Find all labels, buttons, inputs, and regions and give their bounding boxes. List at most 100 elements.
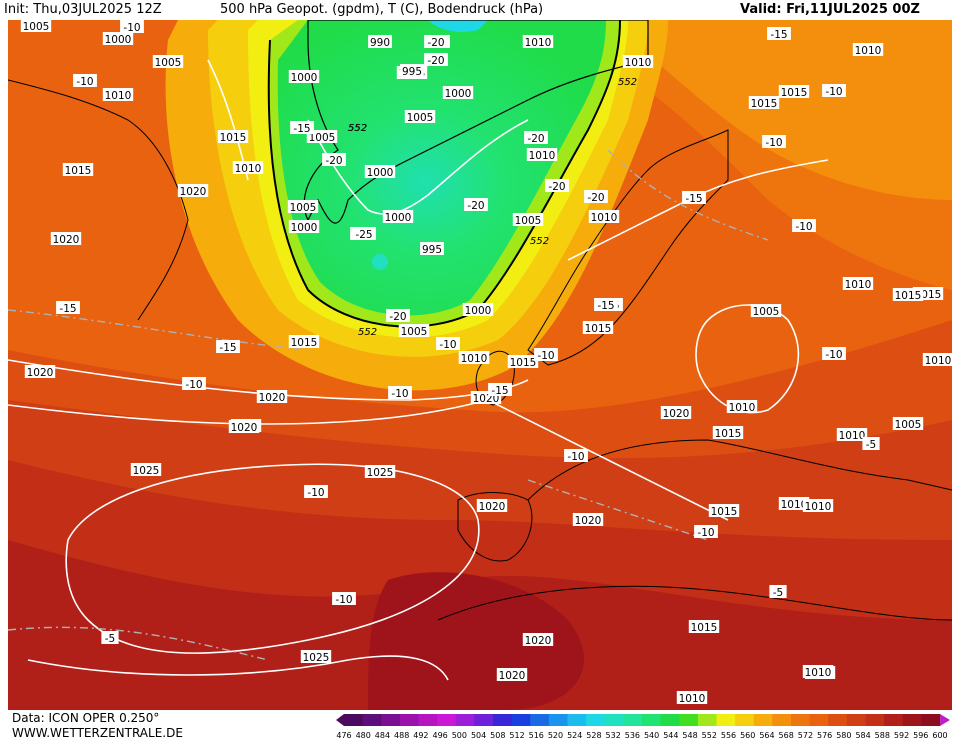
temperature-label: -10	[120, 20, 144, 34]
svg-text:-10: -10	[795, 221, 812, 233]
temperature-label: -10	[436, 337, 460, 351]
colorbar-swatch	[493, 714, 513, 726]
colorbar-swatch	[530, 714, 550, 726]
colorbar-swatch	[921, 714, 941, 726]
svg-text:1010: 1010	[805, 667, 832, 679]
pressure-label: 1020	[572, 513, 604, 527]
svg-text:1010: 1010	[839, 430, 866, 442]
pressure-label: 1025	[364, 465, 396, 479]
pressure-label: 1005	[512, 213, 544, 227]
colorbar-tick-label: 528	[586, 731, 601, 740]
temperature-label: -5	[769, 585, 787, 599]
svg-text:1010: 1010	[105, 90, 132, 102]
svg-text:-20: -20	[527, 133, 544, 145]
colorbar-tick-label: 476	[336, 731, 351, 740]
pressure-label: 1010	[852, 43, 884, 57]
svg-text:1000: 1000	[291, 72, 318, 84]
svg-text:1010: 1010	[925, 355, 952, 367]
pressure-label: 1005	[306, 130, 338, 144]
svg-text:-5: -5	[866, 439, 876, 451]
svg-text:1015: 1015	[711, 506, 738, 518]
colorbar-swatch	[362, 714, 382, 726]
pressure-label: 1015	[892, 288, 924, 302]
svg-text:1005: 1005	[753, 306, 780, 318]
pressure-label: 1005	[287, 200, 319, 214]
colorbar-right-arrow	[940, 714, 950, 726]
colorbar-tick-label: 492	[413, 731, 428, 740]
temperature-label: -15	[767, 27, 791, 41]
pressure-label: 1005	[152, 55, 184, 69]
colorbar-tick-label: 536	[625, 731, 640, 740]
pressure-label: 1020	[522, 633, 554, 647]
svg-text:-15: -15	[293, 123, 310, 135]
svg-text:-10: -10	[335, 594, 352, 606]
temperature-label: -10	[73, 74, 97, 88]
colorbar-swatch	[511, 714, 531, 726]
svg-text:995: 995	[422, 244, 442, 256]
svg-text:1020: 1020	[663, 408, 690, 420]
svg-text:1015: 1015	[291, 337, 318, 349]
svg-text:1010: 1010	[781, 499, 808, 511]
geopotential-label: 552	[618, 77, 637, 88]
colorbar-tick-label: 520	[548, 731, 563, 740]
temperature-label: -5	[101, 631, 119, 645]
svg-text:1015: 1015	[65, 165, 92, 177]
temperature-label: -10	[182, 377, 206, 391]
colorbar-tick-label: 484	[375, 731, 390, 740]
colorbar-swatch	[437, 714, 457, 726]
pressure-label: 1010	[726, 400, 758, 414]
colorbar-swatch	[381, 714, 401, 726]
init-time-label: Init: Thu,03JUL2025 12Z	[4, 2, 162, 17]
temperature-label: -10	[792, 219, 816, 233]
europe-coast	[527, 439, 952, 501]
pressure-label: 1015	[712, 426, 744, 440]
colorbar-swatch	[455, 714, 475, 726]
svg-text:1015: 1015	[781, 87, 808, 99]
svg-text:1010: 1010	[235, 163, 262, 175]
svg-text:-10: -10	[123, 22, 140, 34]
svg-text:1010: 1010	[529, 150, 556, 162]
pressure-label: 1000	[382, 210, 414, 224]
colorbar-tick-label: 512	[509, 731, 524, 740]
pressure-label: 1020	[496, 668, 528, 682]
colorbar-tick-label: 560	[740, 731, 755, 740]
temperature-label: -10	[534, 348, 558, 362]
svg-text:1020: 1020	[499, 670, 526, 682]
isotherm	[527, 479, 709, 541]
map-title: 500 hPa Geopot. (gpdm), T (C), Bodendruc…	[220, 2, 544, 17]
geopotential-label: 552	[348, 123, 367, 134]
pressure-label: 1010	[522, 35, 554, 49]
colorbar-tick-label: 552	[702, 731, 717, 740]
colorbar-tick-label: 540	[644, 731, 659, 740]
svg-text:1000: 1000	[105, 34, 132, 46]
colorbar-tick-label: 496	[432, 731, 447, 740]
colorbar-tick-label: 564	[759, 731, 774, 740]
colorbar-swatch	[399, 714, 419, 726]
svg-text:1000: 1000	[465, 305, 492, 317]
pressure-label: 1020	[476, 499, 508, 513]
pressure-label: 1015	[708, 504, 740, 518]
colorbar-tick-label: 516	[529, 731, 544, 740]
isotherm	[607, 149, 769, 241]
svg-text:-10: -10	[825, 349, 842, 361]
svg-text:-20: -20	[548, 181, 565, 193]
colorbar-tick-label: 596	[913, 731, 928, 740]
pressure-label: 1025	[130, 463, 162, 477]
svg-text:995: 995	[402, 66, 422, 78]
pressure-label: 1005	[404, 110, 436, 124]
svg-text:-15: -15	[770, 29, 787, 41]
svg-text:-25: -25	[355, 229, 372, 241]
svg-text:1005: 1005	[515, 215, 542, 227]
svg-text:1020: 1020	[53, 234, 80, 246]
svg-text:-10: -10	[76, 76, 93, 88]
svg-text:-10: -10	[567, 451, 584, 463]
temperature-label: -20	[464, 198, 488, 212]
svg-text:-20: -20	[587, 192, 604, 204]
pressure-label: 1020	[177, 184, 209, 198]
svg-text:1020: 1020	[525, 635, 552, 647]
colorbar-swatch	[567, 714, 587, 726]
data-source-label: Data: ICON OPER 0.250°	[12, 711, 160, 725]
svg-text:1005: 1005	[407, 112, 434, 124]
svg-text:1000: 1000	[385, 212, 412, 224]
